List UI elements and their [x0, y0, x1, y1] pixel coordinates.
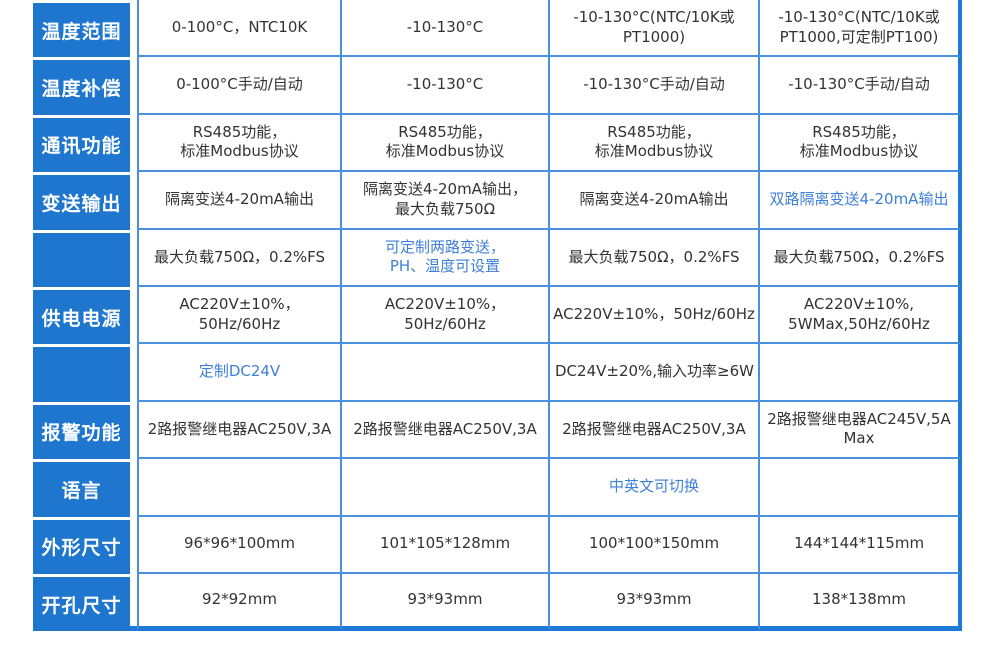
header-gap [130, 114, 137, 173]
spec-cell-cutout-size-col2: 93*93mm [342, 573, 550, 632]
row-header-dc-power-option [33, 344, 130, 402]
row-header-outer-dimensions: 外形尺寸 [33, 516, 130, 574]
spec-cell-language-col3: 中英文可切换 [550, 459, 760, 517]
header-gap [130, 459, 137, 517]
spec-cell-transmit-output-col4: 双路隔离变送4-20mA输出 [760, 172, 962, 230]
spec-cell-cutout-size-col4: 138*138mm [760, 573, 962, 632]
spec-cell-power-supply-col3: AC220V±10%，50Hz/60Hz [550, 286, 760, 345]
row-header-cutout-size: 开孔尺寸 [33, 573, 130, 632]
header-gap [130, 344, 137, 402]
spec-cell-temperature-compensation-col1: 0-100°C手动/自动 [137, 57, 342, 115]
spec-cell-temperature-range-col2: -10-130°C [342, 0, 550, 58]
row-header-alarm-function: 报警功能 [33, 401, 130, 460]
header-gap [130, 229, 137, 287]
spec-cell-load-accuracy-col1: 最大负载750Ω，0.2%FS [137, 229, 342, 287]
spec-cell-language-col2 [342, 459, 550, 517]
spec-cell-outer-dimensions-col3: 100*100*150mm [550, 516, 760, 574]
spec-cell-alarm-function-col3: 2路报警继电器AC250V,3A [550, 401, 760, 460]
spec-cell-temperature-range-col3: -10-130°C(NTC/10K或PT1000) [550, 0, 760, 58]
spec-cell-temperature-range-col4: -10-130°C(NTC/10K或 PT1000,可定制PT100) [760, 0, 962, 58]
spec-cell-outer-dimensions-col4: 144*144*115mm [760, 516, 962, 574]
spec-cell-transmit-output-col3: 隔离变送4-20mA输出 [550, 172, 760, 230]
header-gap [130, 573, 137, 632]
spec-cell-alarm-function-col1: 2路报警继电器AC250V,3A [137, 401, 342, 460]
spec-cell-alarm-function-col4: 2路报警继电器AC245V,5A Max [760, 401, 962, 460]
spec-cell-communication-col2: RS485功能， 标准Modbus协议 [342, 114, 550, 173]
spec-cell-load-accuracy-col2: 可定制两路变送， PH、温度可设置 [342, 229, 550, 287]
row-header-temperature-compensation: 温度补偿 [33, 57, 130, 115]
spec-cell-temperature-compensation-col4: -10-130°C手动/自动 [760, 57, 962, 115]
header-gap [130, 0, 137, 58]
spec-cell-language-col1 [137, 459, 342, 517]
header-gap [130, 286, 137, 345]
spec-cell-dc-power-option-col2 [342, 344, 550, 402]
spec-cell-communication-col1: RS485功能， 标准Modbus协议 [137, 114, 342, 173]
row-header-language: 语言 [33, 459, 130, 517]
spec-cell-communication-col4: RS485功能， 标准Modbus协议 [760, 114, 962, 173]
spec-cell-load-accuracy-col4: 最大负载750Ω，0.2%FS [760, 229, 962, 287]
row-header-communication: 通讯功能 [33, 114, 130, 173]
row-header-power-supply: 供电电源 [33, 286, 130, 345]
spec-cell-power-supply-col1: AC220V±10%，50Hz/60Hz [137, 286, 342, 345]
spec-cell-temperature-compensation-col3: -10-130°C手动/自动 [550, 57, 760, 115]
spec-cell-power-supply-col2: AC220V±10%，50Hz/60Hz [342, 286, 550, 345]
spec-cell-power-supply-col4: AC220V±10%, 5WMax,50Hz/60Hz [760, 286, 962, 345]
row-header-load-accuracy [33, 229, 130, 287]
spec-cell-temperature-compensation-col2: -10-130°C [342, 57, 550, 115]
spec-cell-load-accuracy-col3: 最大负载750Ω，0.2%FS [550, 229, 760, 287]
spec-cell-temperature-range-col1: 0-100°C，NTC10K [137, 0, 342, 58]
row-header-temperature-range: 温度范围 [33, 0, 130, 58]
spec-cell-alarm-function-col2: 2路报警继电器AC250V,3A [342, 401, 550, 460]
spec-cell-transmit-output-col1: 隔离变送4-20mA输出 [137, 172, 342, 230]
spec-cell-transmit-output-col2: 隔离变送4-20mA输出， 最大负载750Ω [342, 172, 550, 230]
spec-cell-dc-power-option-col1: 定制DC24V [137, 344, 342, 402]
spec-cell-cutout-size-col3: 93*93mm [550, 573, 760, 632]
spec-cell-outer-dimensions-col2: 101*105*128mm [342, 516, 550, 574]
spec-cell-language-col4 [760, 459, 962, 517]
spec-table: 温度范围 0-100°C，NTC10K -10-130°C -10-130°C(NTC… [33, 0, 962, 632]
spec-cell-communication-col3: RS485功能， 标准Modbus协议 [550, 114, 760, 173]
row-header-transmit-output: 变送输出 [33, 172, 130, 230]
header-gap [130, 172, 137, 230]
spec-cell-dc-power-option-col3: DC24V±20%,输入功率≥6W [550, 344, 760, 402]
spec-cell-outer-dimensions-col1: 96*96*100mm [137, 516, 342, 574]
header-gap [130, 57, 137, 115]
header-gap [130, 516, 137, 574]
spec-cell-cutout-size-col1: 92*92mm [137, 573, 342, 632]
spec-cell-dc-power-option-col4 [760, 344, 962, 402]
header-gap [130, 401, 137, 460]
